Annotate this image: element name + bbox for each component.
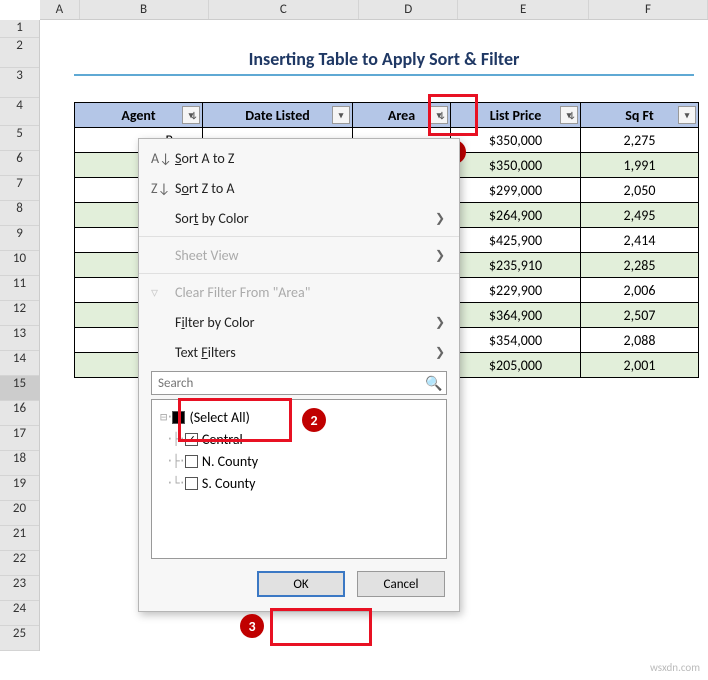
col-F[interactable]: F [589,0,708,19]
col-sqft: Sq Ft ▾ [581,103,699,128]
col-agent-label: Agent [121,107,155,124]
page-title: Inserting Table to Apply Sort & Filter [74,48,694,76]
row-4[interactable]: 4 [0,98,39,126]
ok-button[interactable]: OK [257,571,345,597]
badge-2: 2 [302,408,326,432]
dialog-buttons: OK Cancel [139,565,459,607]
row-11[interactable]: 11 [0,276,39,301]
menu-separator [139,273,459,274]
menu-sort-az[interactable]: A↓Sort A to Z [139,143,459,173]
row-17[interactable]: 17 [0,426,39,451]
badge-3: 3 [240,614,264,638]
row-13[interactable]: 13 [0,326,39,351]
funnel-clear-icon: ▿ [151,284,175,301]
checkbox-icon[interactable] [185,455,198,468]
menu-clear-filter: ▿Clear Filter From "Area" [139,277,459,307]
filter-search[interactable]: 🔍 [151,371,447,395]
chevron-right-icon: ❯ [435,248,445,263]
tree-item-ncounty[interactable]: ·├·N. County [160,450,438,472]
col-agent: Agent ▾ [75,103,203,128]
row-14[interactable]: 14 [0,351,39,376]
col-area-label: Area [388,107,415,124]
menu-separator [139,236,459,237]
col-date: Date Listed ▾ [203,103,353,128]
row-1[interactable]: 1 [0,20,39,38]
menu-sort-za[interactable]: Z↓Sort Z to A [139,173,459,203]
row-3[interactable]: 3 [0,68,39,98]
chevron-right-icon: ❯ [435,345,445,360]
row-7[interactable]: 7 [0,176,39,201]
col-D[interactable]: D [359,0,458,19]
chevron-right-icon: ❯ [435,315,445,330]
menu-sheet-view: Sheet View❯ [139,240,459,270]
row-5[interactable]: 5 [0,126,39,151]
search-icon: 🔍 [422,375,446,392]
row-2[interactable]: 2 [0,38,39,68]
row-19[interactable]: 19 [0,476,39,501]
menu-text-filters[interactable]: Text Filters❯ [139,337,459,367]
column-headers: A B C D E F [40,0,708,20]
row-6[interactable]: 6 [0,151,39,176]
sort-za-icon: Z↓ [151,180,175,197]
filter-dropdown: A↓Sort A to Z Z↓Sort Z to A Sort by Colo… [138,138,460,612]
col-A[interactable]: A [40,0,80,19]
tree-item-scounty[interactable]: ·└·S. County [160,472,438,494]
col-sqft-label: Sq Ft [625,107,654,124]
row-10[interactable]: 10 [0,251,39,276]
row-15[interactable]: 15 [0,376,39,401]
callout-box-1 [428,94,478,136]
col-price-label: List Price [490,107,542,124]
col-B[interactable]: B [80,0,209,19]
row-24[interactable]: 24 [0,601,39,626]
filter-btn-sqft[interactable]: ▾ [678,106,696,124]
watermark: wsxdn.com [650,661,700,674]
col-E[interactable]: E [458,0,589,19]
menu-filter-color[interactable]: Filter by Color❯ [139,307,459,337]
filter-search-input[interactable] [152,376,422,391]
row-12[interactable]: 12 [0,301,39,326]
chevron-right-icon: ❯ [435,211,445,226]
table-header-row: Agent ▾ Date Listed ▾ Area ▾ List Price ▾ Sq… [75,103,699,128]
row-16[interactable]: 16 [0,401,39,426]
cancel-button[interactable]: Cancel [357,571,445,597]
row-23[interactable]: 23 [0,576,39,601]
row-9[interactable]: 9 [0,226,39,251]
col-date-label: Date Listed [245,107,310,124]
filter-btn-agent[interactable]: ▾ [182,106,200,124]
filter-btn-price[interactable]: ▾ [560,106,578,124]
row-headers: 1 2 3 4 5 6 7 8 9 10 11 12 13 14 15 16 1… [0,20,40,651]
row-20[interactable]: 20 [0,501,39,526]
row-22[interactable]: 22 [0,551,39,576]
menu-sort-color[interactable]: Sort by Color❯ [139,203,459,233]
checkbox-icon[interactable] [185,477,198,490]
row-25[interactable]: 25 [0,626,39,651]
row-21[interactable]: 21 [0,526,39,551]
callout-box-2 [178,398,292,442]
row-8[interactable]: 8 [0,201,39,226]
col-C[interactable]: C [209,0,360,19]
filter-btn-date[interactable]: ▾ [332,106,350,124]
row-18[interactable]: 18 [0,451,39,476]
callout-box-3 [270,608,372,646]
sort-az-icon: A↓ [151,150,175,167]
